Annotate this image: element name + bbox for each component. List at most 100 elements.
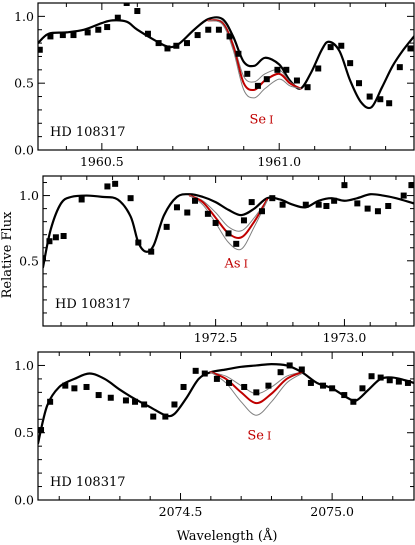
panel-2-observed-point (173, 204, 180, 211)
panel-1-observed-point (84, 29, 91, 36)
panel-2-observed-point (400, 192, 407, 199)
y-axis-title: Relative Flux (0, 211, 15, 298)
panel-1-observed-point (59, 32, 66, 39)
panel-3-observed-point (213, 375, 220, 382)
panel-1-observed-point (114, 14, 121, 21)
panel-1-observed-point (356, 80, 363, 87)
panel-1-observed-point (338, 42, 345, 49)
panel-2-observed-point (240, 217, 247, 224)
panel-3-star-label: HD 108317 (50, 475, 126, 490)
panel-2-plot-area (43, 180, 414, 269)
panel-2-observed-point (163, 223, 170, 230)
panel-1-observed-point (134, 8, 141, 15)
panel-3-observed-point (62, 382, 69, 389)
panel-1-observed-point (183, 40, 190, 47)
panel-3-observed-point (320, 382, 327, 389)
panel-2-star-label: HD 108317 (55, 297, 131, 312)
panel-3-y-tick-label: 1.0 (14, 358, 34, 373)
panel-2-observed-point (248, 199, 255, 206)
panel-3-observed-point (180, 383, 187, 390)
panel-2-observed-point (204, 210, 211, 217)
panel-3-observed-point (162, 413, 169, 420)
panel-2-observed-point (354, 200, 361, 207)
panel-3-x-tick-label: 2074.5 (159, 504, 203, 519)
panel-3-observed-point (47, 398, 54, 405)
panel-3-observed-point (368, 373, 375, 380)
panel-1-observed-point (144, 30, 151, 37)
panel-3-observed-point (350, 398, 357, 405)
panel-2-observed-point (104, 183, 111, 190)
panel-3-series-best-fit (209, 371, 303, 405)
panel-3-y-tick-label: 0.0 (14, 493, 34, 508)
panel-3-observed-point (38, 427, 45, 434)
panel-1-observed-point (293, 77, 300, 84)
panel-2-observed-point (148, 248, 155, 255)
panel-2-observed-point (135, 239, 142, 246)
panel-3-series-no-element (38, 363, 414, 445)
panel-1-observed-point (173, 42, 180, 49)
panel-1-y-tick-label: 0.0 (14, 143, 34, 158)
panel-1-observed-point (263, 76, 270, 83)
panel-1-observed-point (315, 65, 322, 72)
panel-1-x-tick-label: 1961.0 (257, 154, 301, 169)
panel-1-observed-point (347, 60, 354, 67)
panel-2-x-tick-label: 1972.5 (194, 330, 238, 345)
panel-3-frame (37, 351, 415, 501)
panel-1-y-tick-label: 1.0 (14, 9, 34, 24)
panel-2-observed-point (112, 180, 119, 187)
panel-1-observed-point (377, 96, 384, 103)
panel-3-observed-point (386, 377, 393, 384)
panel-3-observed-point (226, 379, 233, 386)
panel-3-observed-point (107, 394, 114, 401)
panel-3-observed-point (404, 379, 411, 386)
panel-1-observed-point (164, 45, 171, 52)
panel-3-observed-point (253, 389, 260, 396)
panel-1-observed-point (304, 84, 311, 91)
panel-3-observed-point (307, 379, 314, 386)
panel-2-observed-point (46, 238, 53, 245)
panel-1-observed-point (274, 66, 281, 73)
panel-1-observed-point (226, 33, 233, 40)
panel-1-observed-point (95, 26, 102, 33)
panel-3-line-label: Se I (247, 428, 271, 443)
panel-2-observed-point (52, 234, 59, 241)
panel-1-observed-point (366, 93, 373, 100)
panel-1-plot-area (38, 3, 414, 110)
panel-2-observed-point (269, 195, 276, 202)
panel-1-observed-point (123, 3, 130, 6)
panel-3-observed-point (298, 366, 305, 373)
panel-1-observed-point (235, 50, 242, 57)
panel-1-observed-point (215, 26, 222, 33)
panel-2-observed-point (60, 233, 67, 239)
panel-2-line-label: As I (224, 256, 248, 271)
panel-1-star-label: HD 108317 (50, 125, 126, 140)
panel-1-observed-point (104, 24, 111, 31)
panel-2-observed-point (385, 203, 392, 209)
panel-2-observed-point (364, 205, 371, 212)
panel-2-observed-point (78, 196, 85, 203)
panel-3-plot-area (38, 362, 414, 445)
panel-3-observed-point (171, 401, 178, 408)
panel-3-observed-point (265, 382, 272, 389)
panel-3-observed-point (395, 378, 402, 385)
panel-3-series-bracket-high (210, 371, 303, 416)
panel-1-observed-point (407, 45, 414, 52)
panel-1-observed-point (70, 32, 77, 39)
panel-2-observed-point (315, 201, 322, 208)
panel-1: HD 108317 1960.5 1961.0 0.0 0.5 1.0 Se I (14, 2, 415, 169)
panel-2-observed-point (225, 230, 232, 237)
panel-2-y-tick-label: 1.0 (19, 188, 39, 203)
x-axis-title: Wavelength (Å) (177, 528, 278, 544)
panel-3-observed-point (141, 401, 148, 408)
panel-3-observed-point (122, 397, 129, 404)
panel-1-observed-point (47, 33, 54, 40)
panel-1-observed-point (205, 26, 212, 33)
panel-3-observed-point (192, 367, 199, 374)
panel-2-observed-point (233, 240, 240, 247)
panel-1-line-label: Se I (249, 112, 273, 127)
panel-1-observed-point (283, 66, 290, 73)
panel-1-series-best-fit (207, 19, 302, 92)
panel-3-observed-point (277, 369, 284, 376)
panel-1-observed-point (194, 32, 201, 39)
